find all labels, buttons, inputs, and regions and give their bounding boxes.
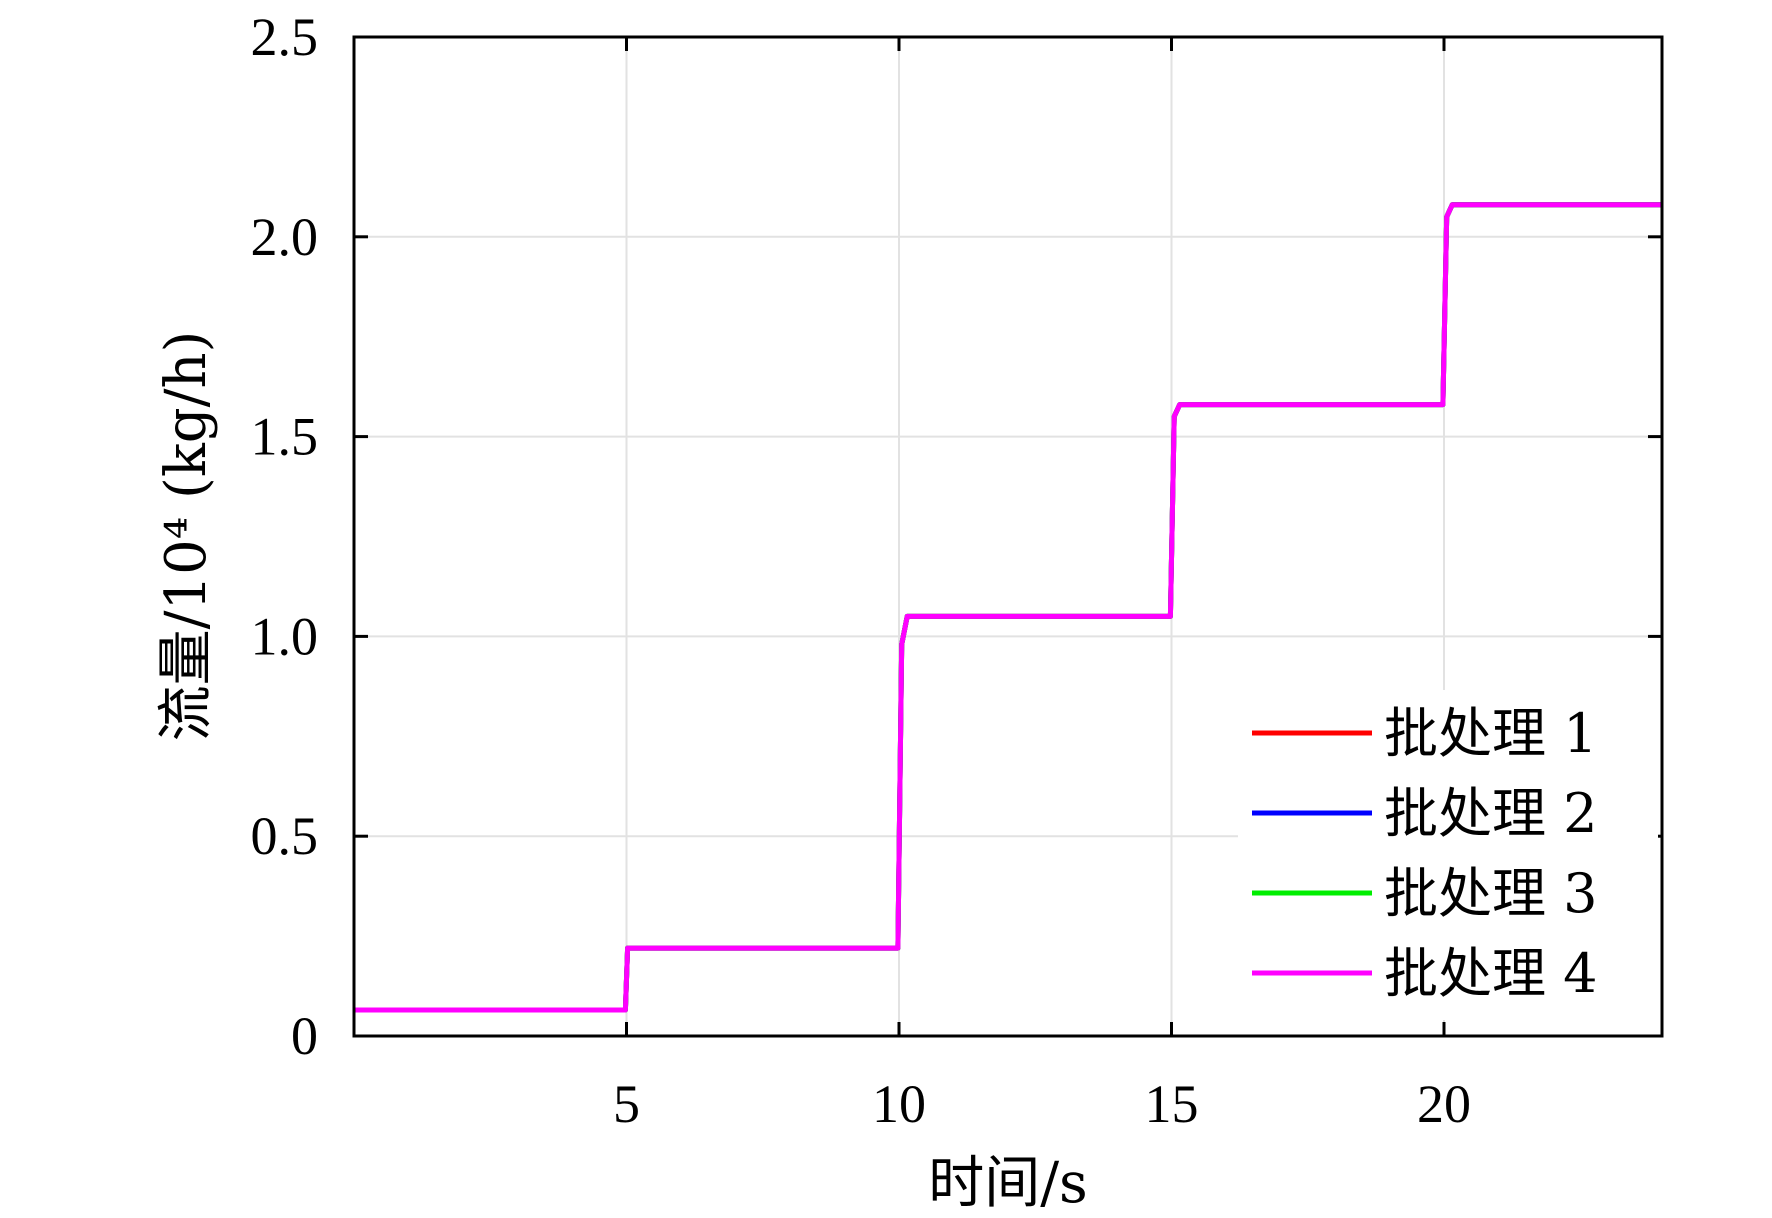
legend: 批处理 1 批处理 2 批处理 3 批处理 4: [1238, 690, 1658, 1020]
grid-lines: [354, 37, 1662, 1036]
x-tick-label: 5: [613, 1074, 640, 1134]
x-axis-title: 时间/s: [928, 1151, 1088, 1216]
legend-label: 批处理 4: [1384, 942, 1598, 1005]
legend-label: 批处理 1: [1384, 702, 1598, 765]
legend-label: 批处理 3: [1384, 862, 1598, 925]
y-tick-label: 0: [291, 1006, 318, 1066]
y-tick-label: 1.0: [251, 606, 319, 666]
y-axis-title: 流量/10⁴ (kg/h): [154, 331, 219, 742]
y-tick-label: 0.5: [251, 806, 319, 866]
x-tick-label: 10: [872, 1074, 926, 1134]
y-tick-label: 2.0: [251, 207, 319, 267]
y-tick-label: 2.5: [251, 7, 319, 67]
series-line-4: [354, 202, 1662, 1013]
x-tick-label: 15: [1145, 1074, 1199, 1134]
y-tick-label: 1.5: [251, 407, 319, 467]
y-tick-labels: 0 0.5 1.0 1.5 2.0 2.5: [251, 7, 319, 1066]
legend-label: 批处理 2: [1384, 782, 1598, 845]
axis-ticks: [354, 35, 1662, 1038]
x-tick-labels: 5 10 15 20: [613, 1074, 1471, 1134]
series-lines: [354, 202, 1662, 1013]
legend-background: [1238, 690, 1658, 1020]
plot-frame: [352, 35, 1664, 1038]
x-tick-label: 20: [1417, 1074, 1471, 1134]
